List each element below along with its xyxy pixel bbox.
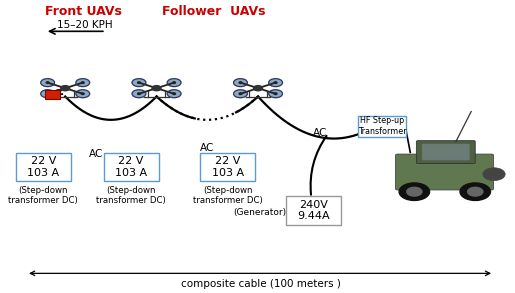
- Circle shape: [41, 79, 55, 87]
- FancyBboxPatch shape: [358, 116, 406, 137]
- Text: (Step-down
transformer DC): (Step-down transformer DC): [96, 186, 166, 205]
- Circle shape: [239, 82, 242, 84]
- Circle shape: [173, 93, 176, 95]
- Circle shape: [274, 82, 277, 84]
- Circle shape: [407, 187, 422, 196]
- Text: AC: AC: [313, 128, 328, 138]
- Text: 22 V
103 A: 22 V 103 A: [212, 156, 244, 178]
- Text: 22 V
103 A: 22 V 103 A: [115, 156, 147, 178]
- Circle shape: [76, 90, 90, 98]
- Circle shape: [399, 183, 430, 200]
- Text: 22 V
103 A: 22 V 103 A: [27, 156, 59, 178]
- FancyBboxPatch shape: [416, 141, 475, 163]
- Text: (Step-down
transformer DC): (Step-down transformer DC): [8, 186, 78, 205]
- FancyBboxPatch shape: [16, 153, 71, 181]
- Circle shape: [81, 82, 84, 84]
- FancyBboxPatch shape: [200, 153, 255, 181]
- Circle shape: [483, 168, 505, 180]
- FancyBboxPatch shape: [422, 144, 470, 160]
- Circle shape: [468, 187, 483, 196]
- FancyBboxPatch shape: [286, 196, 341, 225]
- Text: Front UAVs: Front UAVs: [45, 5, 122, 18]
- Circle shape: [274, 93, 277, 95]
- Circle shape: [167, 79, 181, 87]
- Circle shape: [76, 79, 90, 87]
- Circle shape: [253, 86, 263, 91]
- Circle shape: [138, 82, 141, 84]
- Circle shape: [132, 79, 146, 87]
- Text: AC: AC: [200, 143, 214, 153]
- Circle shape: [138, 93, 141, 95]
- Circle shape: [46, 93, 49, 95]
- Text: (Generator): (Generator): [233, 208, 286, 217]
- Circle shape: [239, 93, 242, 95]
- Text: composite cable (100 meters ): composite cable (100 meters ): [181, 279, 340, 289]
- FancyBboxPatch shape: [396, 154, 493, 190]
- Text: Follower  UAVs: Follower UAVs: [162, 5, 265, 18]
- Text: 240V
9.44A: 240V 9.44A: [298, 200, 330, 222]
- Circle shape: [269, 79, 283, 87]
- Circle shape: [81, 93, 84, 95]
- Text: (Step-down
transformer DC): (Step-down transformer DC): [193, 186, 263, 205]
- Circle shape: [167, 90, 181, 98]
- Text: HF Step-up
Transformer: HF Step-up Transformer: [358, 116, 407, 136]
- Circle shape: [460, 183, 490, 200]
- Circle shape: [61, 86, 70, 91]
- Circle shape: [234, 90, 247, 98]
- Circle shape: [46, 82, 49, 84]
- Text: AC: AC: [89, 149, 103, 159]
- Bar: [45, 90, 60, 98]
- Circle shape: [269, 90, 283, 98]
- FancyBboxPatch shape: [104, 153, 159, 181]
- Circle shape: [152, 86, 161, 91]
- Circle shape: [234, 79, 247, 87]
- Circle shape: [41, 90, 55, 98]
- Circle shape: [132, 90, 146, 98]
- Circle shape: [173, 82, 176, 84]
- Text: 15–20 KPH: 15–20 KPH: [57, 20, 112, 30]
